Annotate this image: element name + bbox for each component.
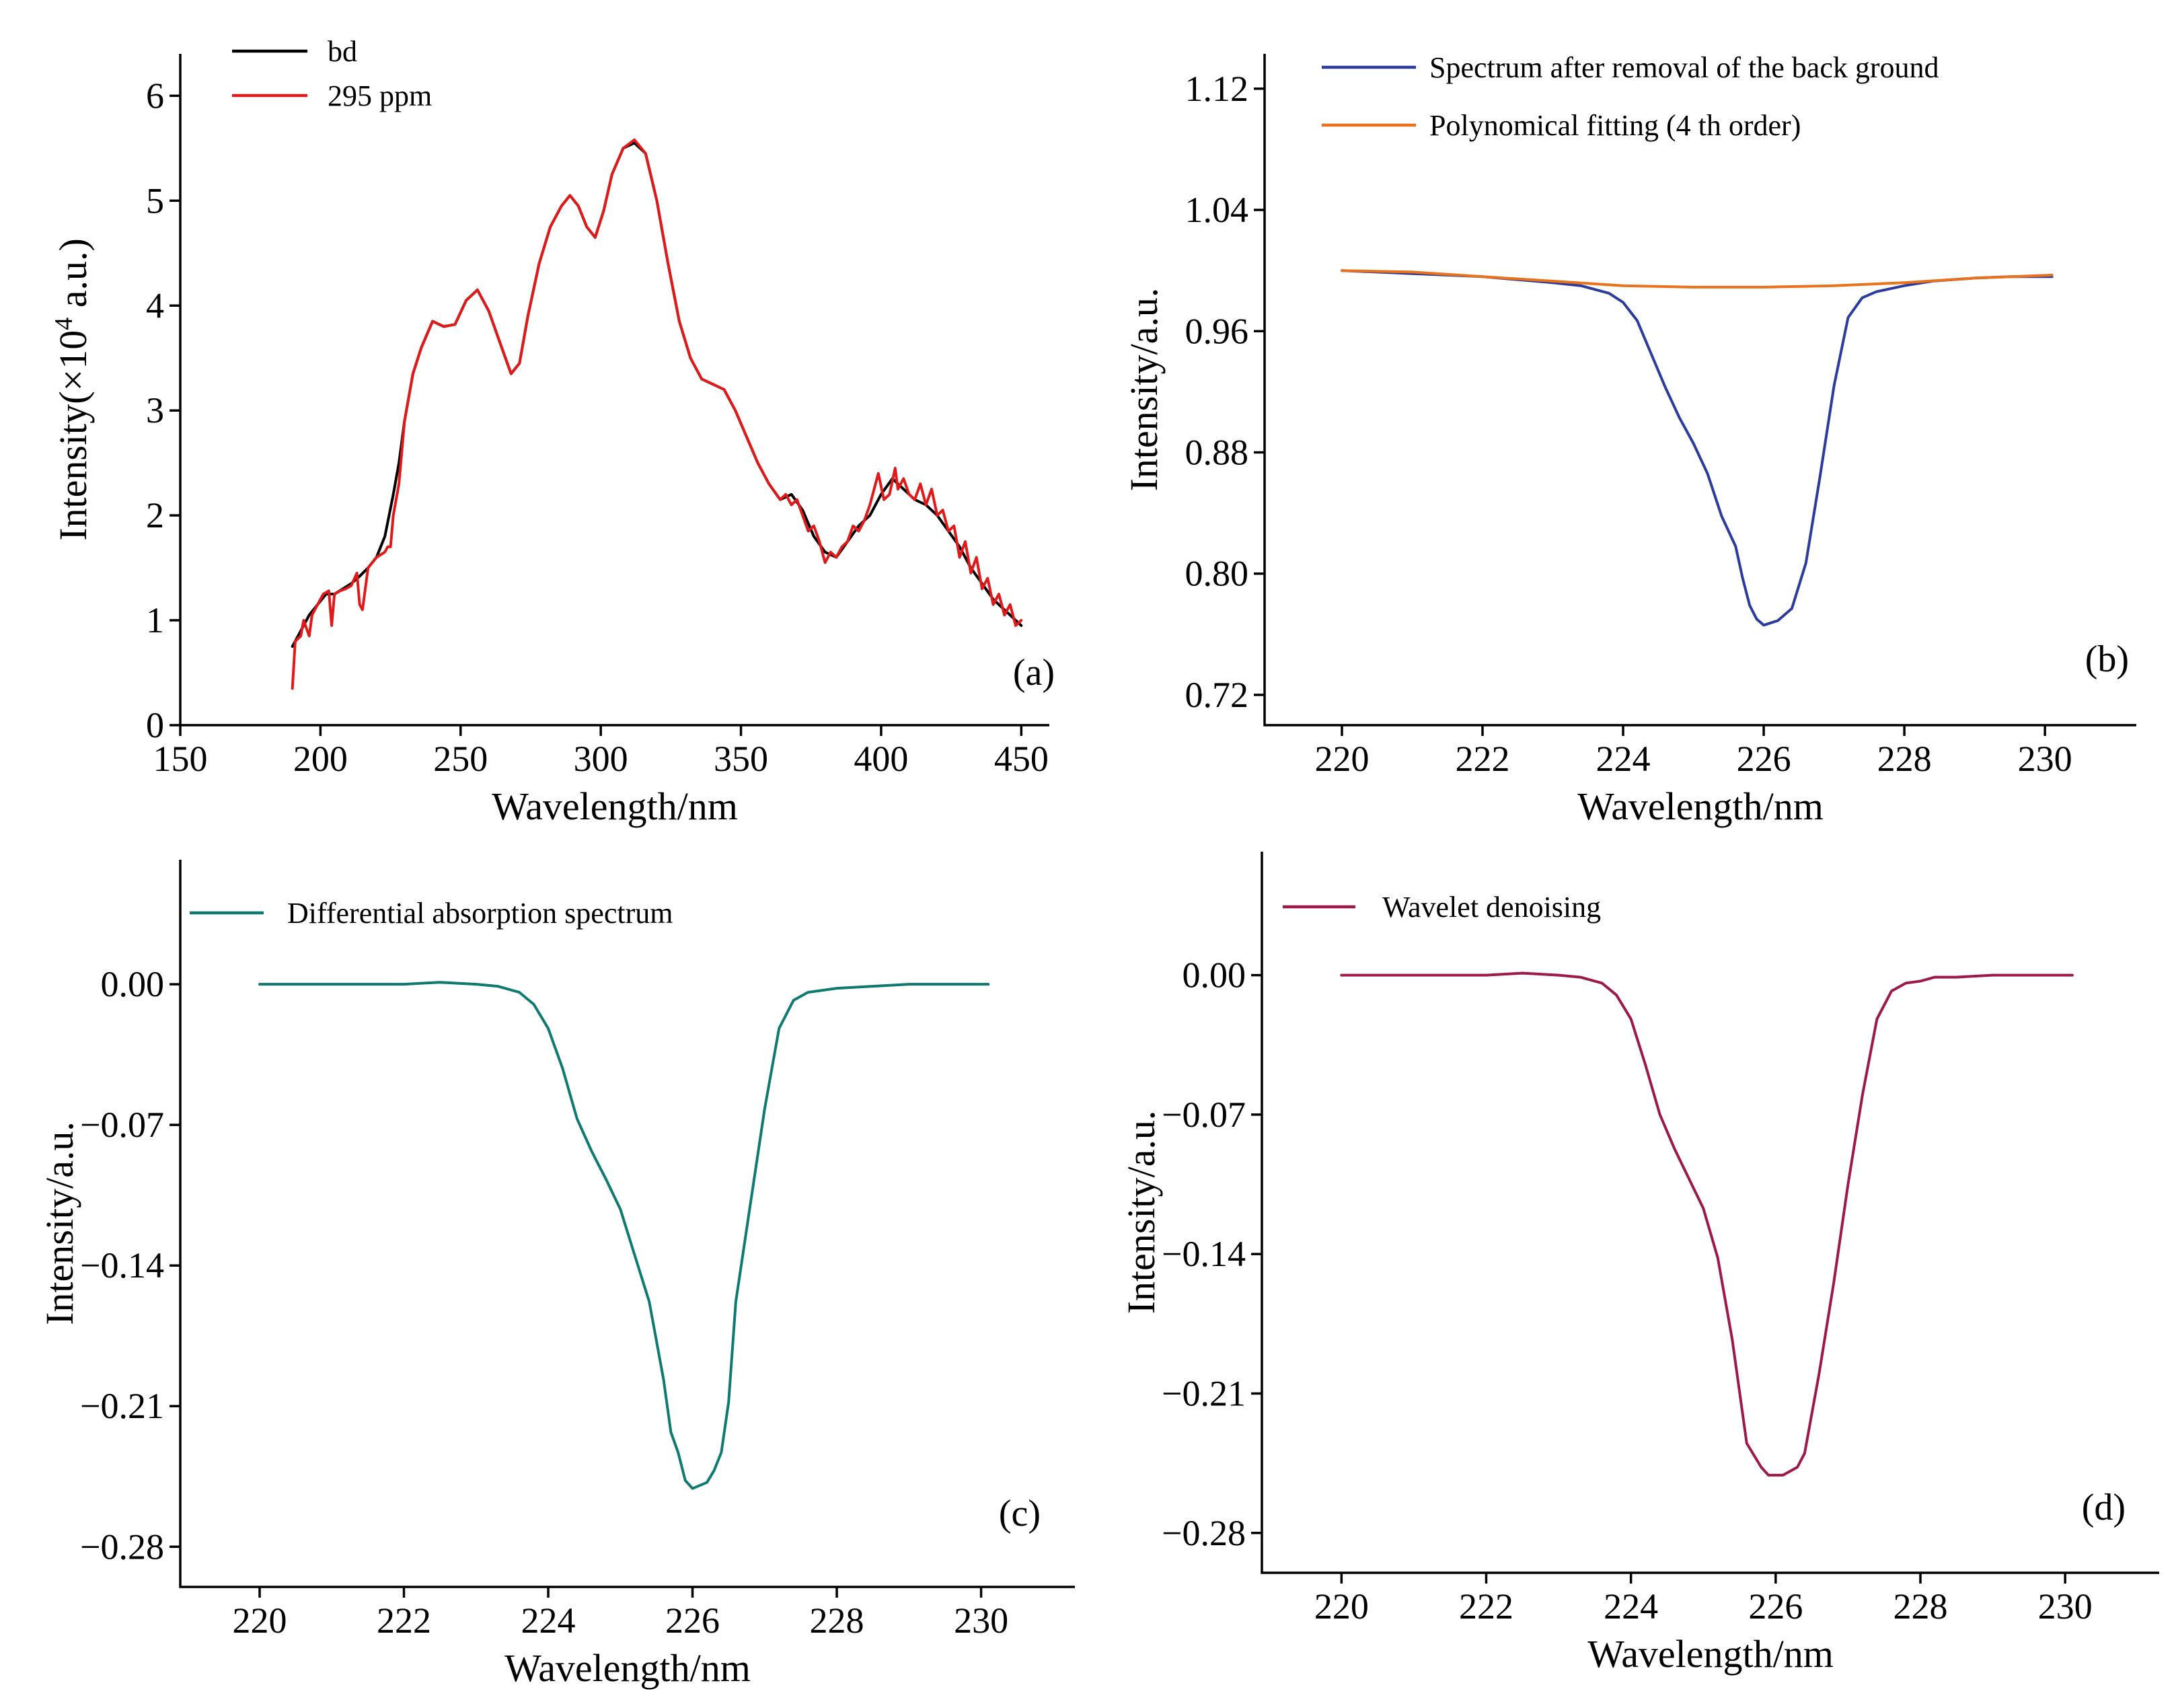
panel-c-y-tick-label: −0.21	[80, 1386, 164, 1426]
panel-a-series	[291, 138, 1023, 690]
panel-b-legend-label-0: Spectrum after removal of the back groun…	[1429, 51, 1939, 84]
panel-c-x-tick-label: 220	[232, 1600, 287, 1641]
panel-a-x-tick-label: 150	[153, 739, 208, 779]
panel-d-ticks: 220 222 224 226 228 230 −0.28 −0.21 −0.14 −0.07 0.…	[1162, 955, 2093, 1627]
panel-a: 150 200 250 300 350 400 450 0 1 2 3 4 5 6 Wavelength/…	[50, 35, 1055, 828]
panel-b-y-tick-label: 0.96	[1185, 311, 1249, 351]
panel-c-y-tick-label: −0.07	[80, 1105, 164, 1145]
panel-b-ticks: 220 222 224 226 228 230 0.72 0.80 0.88 0.96 1.04 1.…	[1185, 69, 2072, 779]
panel-b-y-axis-title: Intensity/a.u.	[1122, 288, 1166, 492]
panel-b-x-tick-label: 228	[1877, 739, 1932, 779]
panel-b-y-tick-label: 1.04	[1185, 190, 1249, 230]
panel-d: 220 222 224 226 228 230 −0.28 −0.21 −0.14 −0.07 0.…	[1119, 852, 2159, 1676]
panel-d-label: (d)	[2082, 1487, 2126, 1528]
panel-c: 220 222 224 226 228 230 −0.28 −0.21 −0.14 −0.07 0.…	[38, 860, 1075, 1690]
panel-d-series	[1340, 971, 2074, 1477]
panel-d-legend: Wavelet denoising	[1283, 891, 1601, 924]
panel-a-x-tick-label: 400	[854, 739, 908, 779]
panel-b-x-axis-title: Wavelength/nm	[1577, 784, 1824, 828]
panel-c-x-axis-title: Wavelength/nm	[504, 1646, 751, 1690]
panel-a-legend-label-1: 295 ppm	[328, 79, 432, 112]
panel-c-x-tick-label: 226	[665, 1600, 720, 1641]
panel-a-x-tick-label: 450	[994, 739, 1049, 779]
panel-a-legend: bd 295 ppm	[232, 35, 432, 112]
panel-b-axes	[1263, 54, 2136, 727]
panel-a-label: (a)	[1013, 652, 1055, 694]
panel-a-y-tick-label: 1	[146, 600, 164, 640]
panel-b-legend: Spectrum after removal of the back groun…	[1322, 51, 1939, 142]
panel-a-x-axis-title: Wavelength/nm	[492, 784, 738, 828]
panel-c-x-tick-label: 224	[521, 1600, 576, 1641]
panel-a-series-line-1	[291, 138, 1023, 690]
panel-a-ticks: 150 200 250 300 350 400 450 0 1 2 3 4 5 6	[146, 75, 1049, 779]
panel-b-x-tick-label: 230	[2018, 739, 2072, 779]
panel-a-y-tick-label: 4	[146, 285, 164, 326]
panel-d-y-tick-label: −0.07	[1162, 1094, 1246, 1135]
panel-b-legend-label-1: Polynomical fitting (4 th order)	[1429, 109, 1801, 142]
panel-d-x-tick-label: 228	[1893, 1586, 1947, 1627]
panel-c-axes	[179, 860, 1075, 1588]
panel-a-y-tick-label: 2	[146, 495, 164, 535]
panel-b-x-tick-label: 224	[1596, 739, 1651, 779]
panel-c-legend: Differential absorption spectrum	[190, 897, 673, 930]
panel-a-y-tick-label: 5	[146, 180, 164, 221]
panel-c-x-tick-label: 228	[810, 1600, 864, 1641]
panel-b-x-tick-label: 220	[1314, 739, 1369, 779]
panel-b-label: (b)	[2085, 638, 2129, 680]
panel-a-legend-label-0: bd	[328, 35, 357, 68]
panel-d-x-tick-label: 224	[1604, 1586, 1658, 1627]
panel-c-series	[258, 981, 990, 1490]
panel-b-y-tick-label: 0.88	[1185, 432, 1249, 472]
panel-c-label: (c)	[999, 1493, 1041, 1534]
panel-b-y-tick-label: 1.12	[1185, 69, 1249, 109]
panel-d-x-tick-label: 222	[1459, 1586, 1513, 1627]
panel-b-series	[1341, 269, 2054, 627]
panel-b-series-line-0	[1341, 269, 2054, 627]
panel-a-x-tick-label: 200	[293, 739, 348, 779]
panel-c-series-line-0	[258, 981, 990, 1490]
panel-a-y-tick-label: 3	[146, 390, 164, 431]
panel-c-legend-label-0: Differential absorption spectrum	[287, 897, 673, 930]
panel-a-y-axis-title-prefix: Intensity(×10	[51, 330, 95, 541]
panel-b-y-tick-label: 0.72	[1185, 675, 1249, 715]
panel-b-x-tick-label: 226	[1737, 739, 1791, 779]
panel-a-y-axis-title-superscript: 4	[50, 318, 78, 330]
panel-d-x-tick-label: 230	[2038, 1586, 2093, 1627]
panel-d-y-tick-label: −0.28	[1162, 1513, 1246, 1553]
panel-d-x-axis-title: Wavelength/nm	[1587, 1632, 1834, 1676]
panel-d-legend-label-0: Wavelet denoising	[1382, 891, 1601, 924]
panel-d-series-line-0	[1340, 971, 2074, 1477]
panel-d-x-tick-label: 226	[1748, 1586, 1803, 1627]
panel-a-y-tick-label: 0	[146, 705, 164, 745]
panel-a-axes	[179, 54, 1049, 727]
panel-d-y-tick-label: −0.14	[1162, 1234, 1246, 1274]
panel-b-series-line-1	[1341, 269, 2054, 289]
panel-a-x-tick-label: 350	[714, 739, 768, 779]
panel-a-y-axis-title-suffix: a.u.)	[51, 238, 95, 318]
panel-a-x-tick-label: 300	[574, 739, 628, 779]
panel-b-x-tick-label: 222	[1456, 739, 1510, 779]
panel-c-y-axis-title: Intensity/a.u.	[38, 1121, 81, 1325]
panel-c-y-tick-label: −0.14	[80, 1245, 164, 1286]
panel-b: 220 222 224 226 228 230 0.72 0.80 0.88 0.96 1.04 1.…	[1122, 51, 2136, 828]
panel-d-x-tick-label: 220	[1314, 1586, 1369, 1627]
panel-c-x-tick-label: 222	[377, 1600, 431, 1641]
panel-d-y-axis-title: Intensity/a.u.	[1119, 1111, 1163, 1314]
panel-c-y-tick-label: 0.00	[101, 964, 165, 1004]
panel-a-x-tick-label: 250	[433, 739, 488, 779]
panel-a-y-axis-title: Intensity(×104 a.u.)	[50, 238, 95, 541]
panel-a-y-tick-label: 6	[146, 75, 164, 116]
panel-c-x-tick-label: 230	[954, 1600, 1008, 1641]
panel-d-axes	[1261, 852, 2159, 1574]
panel-b-y-tick-label: 0.80	[1185, 554, 1249, 594]
panel-d-y-tick-label: 0.00	[1183, 955, 1246, 996]
panel-d-y-tick-label: −0.21	[1162, 1373, 1246, 1413]
panel-c-y-tick-label: −0.28	[80, 1526, 164, 1567]
panel-c-ticks: 220 222 224 226 228 230 −0.28 −0.21 −0.14 −0.07 0.…	[80, 964, 1008, 1641]
